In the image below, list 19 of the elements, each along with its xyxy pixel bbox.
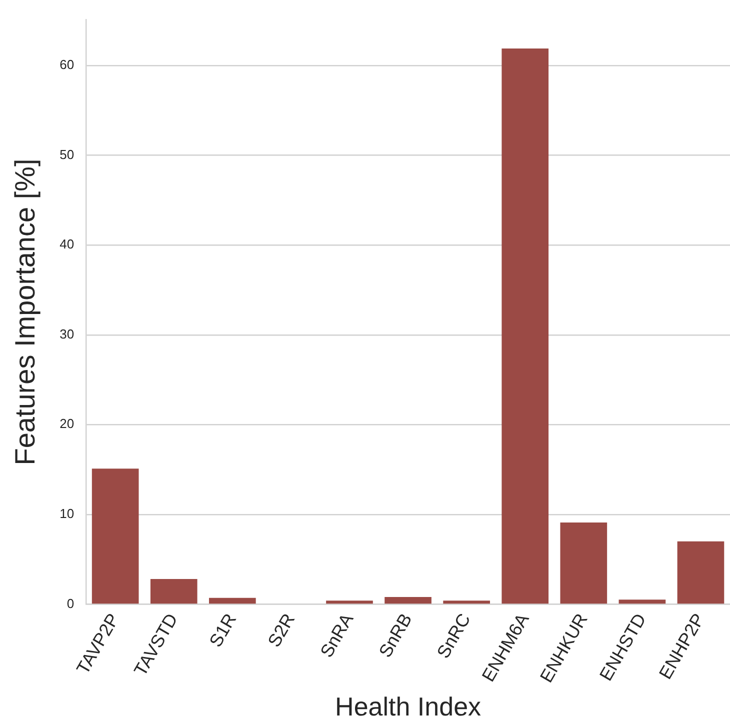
y-tick-label: 40 xyxy=(60,236,74,252)
y-tick-label: 10 xyxy=(60,506,74,521)
y-tick-label: 50 xyxy=(60,146,74,162)
bar xyxy=(560,522,608,604)
y-tick-label: 20 xyxy=(60,416,74,432)
bar xyxy=(326,600,373,604)
bar xyxy=(384,596,432,604)
y-tick-label: 30 xyxy=(60,326,74,342)
bar xyxy=(92,468,139,604)
bar xyxy=(208,598,256,604)
y-axis-title: Features Importance [%] xyxy=(10,158,41,466)
y-tick-label: 60 xyxy=(60,57,74,72)
y-tick-label: 0 xyxy=(66,596,74,611)
x-axis-title: Health Index xyxy=(335,692,482,722)
bar xyxy=(677,541,724,604)
bar xyxy=(150,579,198,604)
bar xyxy=(443,600,490,604)
bar xyxy=(618,600,666,604)
bar xyxy=(502,48,549,604)
